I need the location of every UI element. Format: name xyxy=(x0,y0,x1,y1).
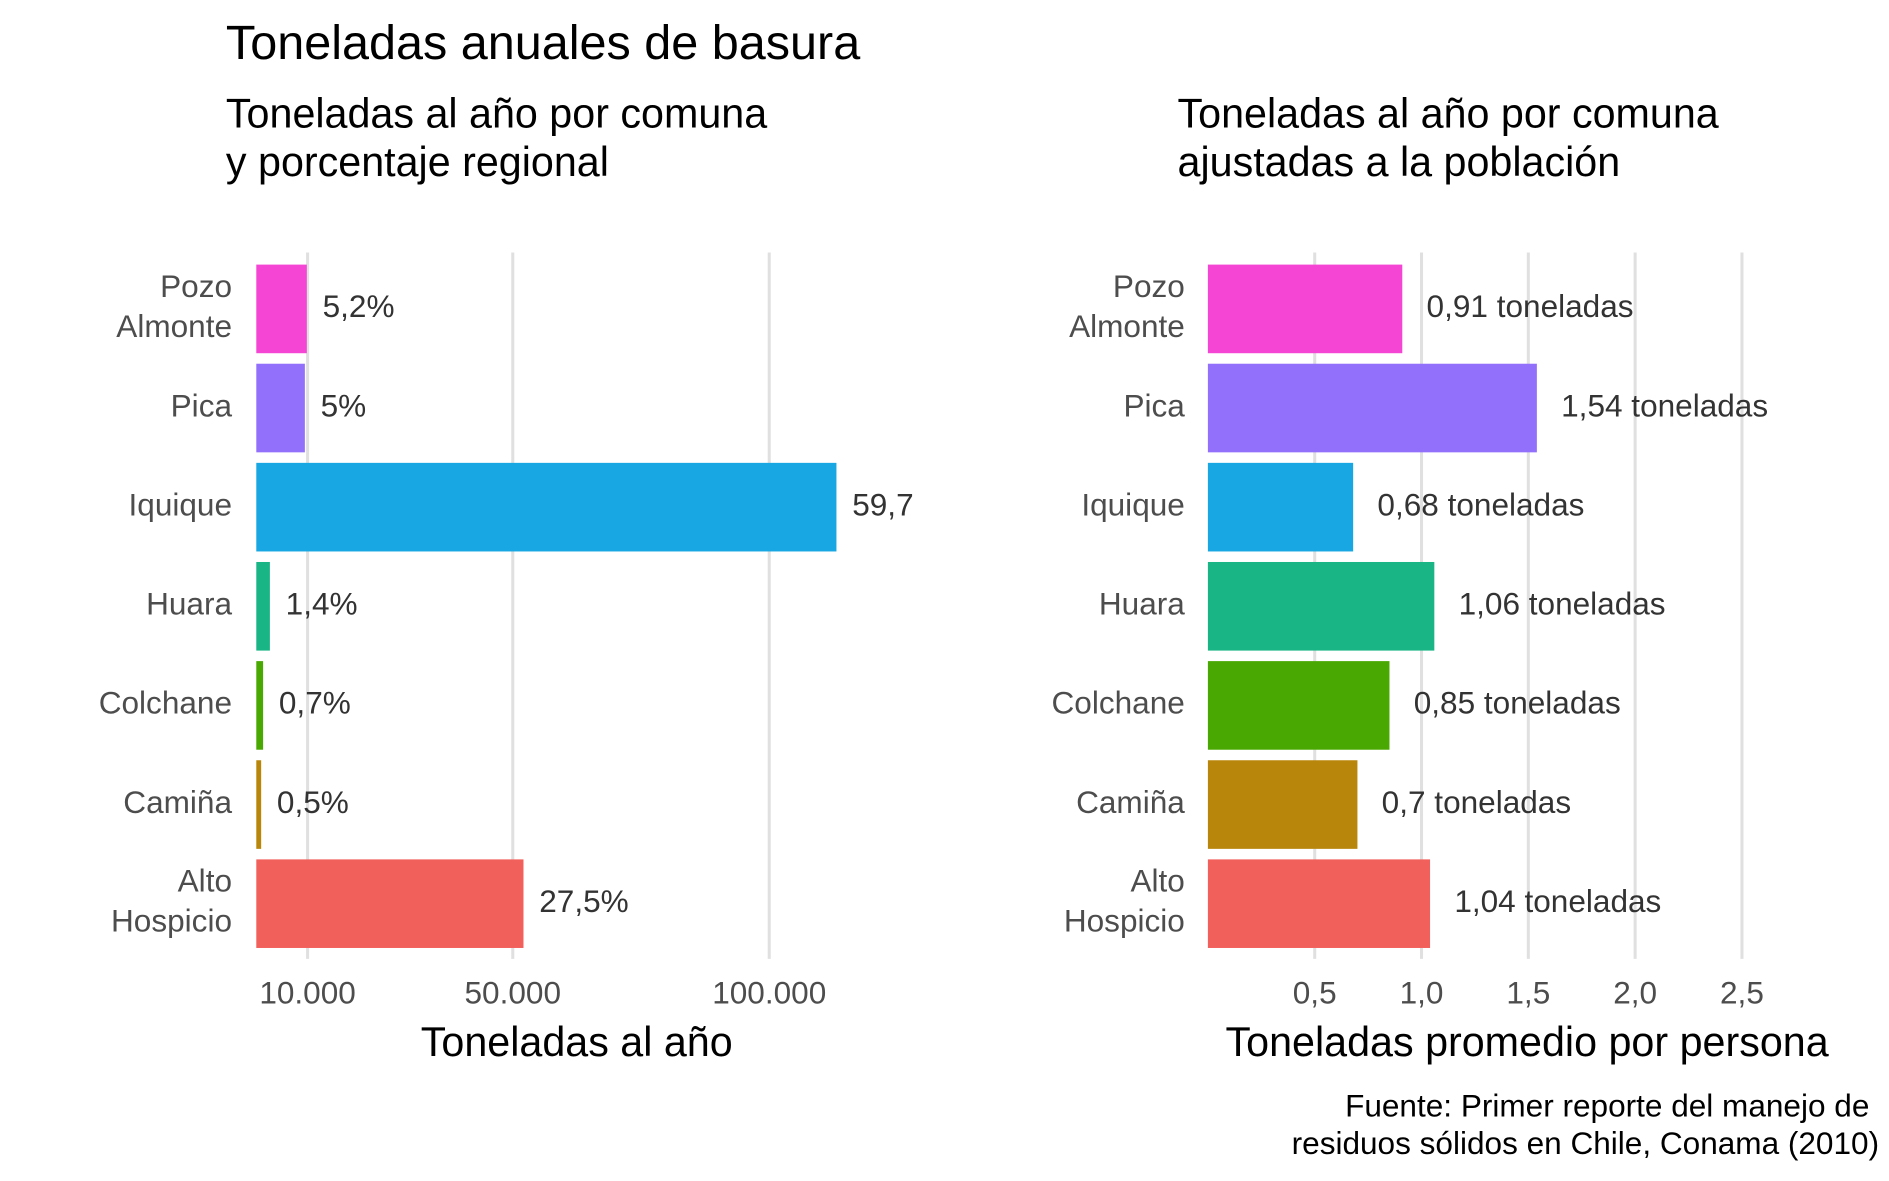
bar xyxy=(256,661,264,750)
data-label: 1,4% xyxy=(286,586,358,622)
x-tick-label: 50.000 xyxy=(465,975,562,1011)
data-label: 59,7 xyxy=(852,486,913,522)
data-label: 27,5% xyxy=(539,883,628,919)
bar xyxy=(1207,859,1431,948)
category-label: Colchane xyxy=(1052,685,1185,721)
subtitle: Toneladas al año por comuna xyxy=(1178,90,1719,136)
bar xyxy=(256,561,270,651)
category-label: Alto Hospicio xyxy=(1064,863,1185,939)
x-tick-label: 0,5 xyxy=(1293,975,1337,1011)
category-label: Iquique xyxy=(1081,486,1185,522)
category-label: Pica xyxy=(1123,387,1185,423)
data-label: 5,2% xyxy=(323,288,395,324)
category-label: Huara xyxy=(146,586,232,622)
bar xyxy=(1207,363,1537,453)
bar xyxy=(256,363,305,453)
category-label: Iquique xyxy=(129,486,233,522)
category-label: Camiña xyxy=(1076,784,1185,820)
bar xyxy=(256,760,262,849)
bar xyxy=(256,462,837,552)
x-tick-label: 100.000 xyxy=(712,975,826,1011)
bar xyxy=(1207,661,1390,750)
category-label: Huara xyxy=(1099,586,1185,622)
caption: Fuente: Primer reporte del manejo de xyxy=(1345,1088,1869,1124)
x-tick-label: 2,5 xyxy=(1720,975,1764,1011)
data-label: 1,06 toneladas xyxy=(1459,586,1666,622)
category-label: Pozo Almonte xyxy=(116,268,232,344)
x-tick-label: 2,0 xyxy=(1613,975,1657,1011)
bar xyxy=(1207,462,1354,552)
bar xyxy=(1207,264,1403,354)
x-tick-label: 1,0 xyxy=(1400,975,1444,1011)
bar xyxy=(1207,760,1358,849)
subtitle: ajustadas a la población xyxy=(1178,139,1621,185)
caption: residuos sólidos en Chile, Conama (2010) xyxy=(1292,1125,1879,1161)
x-tick-label: 1,5 xyxy=(1506,975,1550,1011)
x-axis-title: Toneladas al año xyxy=(421,1019,733,1065)
subtitle: Toneladas al año por comuna xyxy=(226,90,767,136)
category-label: Colchane xyxy=(99,685,232,721)
data-label: 5% xyxy=(321,387,367,423)
data-label: 1,54 toneladas xyxy=(1561,387,1768,423)
category-label: Camiña xyxy=(123,784,232,820)
data-label: 0,68 toneladas xyxy=(1377,486,1584,522)
bar xyxy=(1207,561,1435,651)
bar xyxy=(256,264,307,354)
chart-title: Toneladas anuales de basura xyxy=(226,16,860,70)
x-axis-title: Toneladas promedio por persona xyxy=(1226,1019,1829,1065)
data-label: 0,7 toneladas xyxy=(1382,784,1571,820)
category-label: Pica xyxy=(171,387,233,423)
x-tick-label: 10.000 xyxy=(259,975,356,1011)
data-label: 0,85 toneladas xyxy=(1414,685,1621,721)
data-label: 0,7% xyxy=(279,685,351,721)
category-label: Alto Hospicio xyxy=(111,863,232,939)
data-label: 0,91 toneladas xyxy=(1427,288,1634,324)
subtitle: y porcentaje regional xyxy=(226,139,609,185)
data-label: 1,04 toneladas xyxy=(1454,883,1661,919)
bar xyxy=(256,859,524,948)
category-label: Pozo Almonte xyxy=(1069,268,1185,344)
data-label: 0,5% xyxy=(277,784,349,820)
